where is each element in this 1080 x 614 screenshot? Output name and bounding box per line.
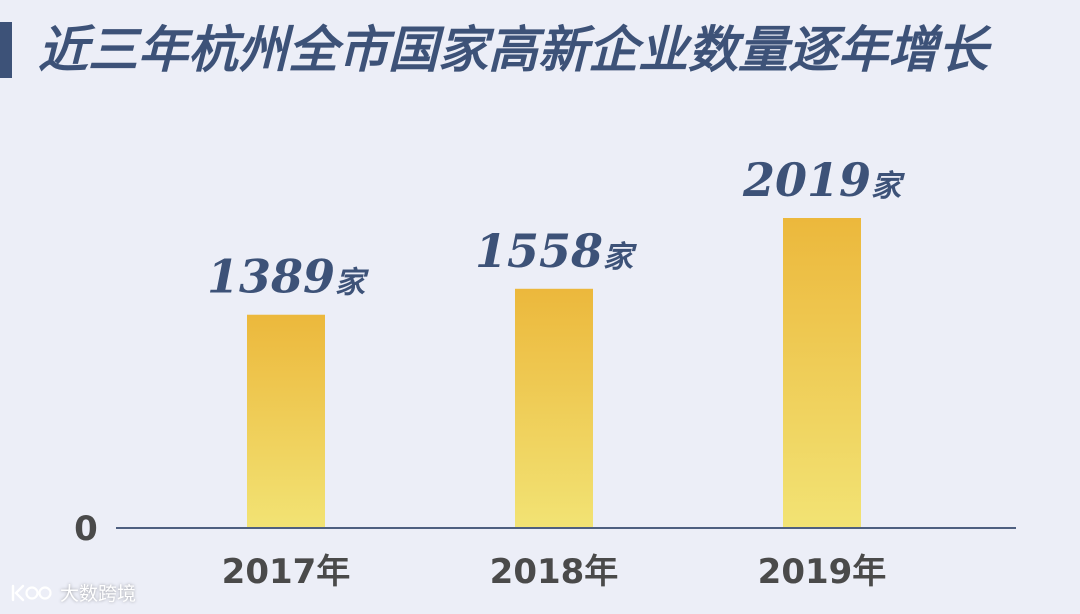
value-label-unit: 家 bbox=[335, 266, 369, 301]
y-tick-label-zero: 0 bbox=[74, 509, 98, 549]
value-label-1: 1558家 bbox=[475, 224, 637, 278]
watermark: 大数跨境 bbox=[10, 579, 136, 606]
x-tick-label-2: 2019年 bbox=[758, 552, 887, 592]
title-accent-bar bbox=[0, 22, 12, 78]
bar-2 bbox=[783, 218, 861, 528]
value-label-unit: 家 bbox=[871, 169, 905, 204]
value-label-0: 1389家 bbox=[207, 250, 369, 304]
watermark-text: 大数跨境 bbox=[60, 583, 137, 605]
value-label-number: 2019 bbox=[742, 153, 871, 207]
value-label-number: 1558 bbox=[475, 224, 603, 278]
bar-1 bbox=[515, 288, 593, 528]
value-label-number: 1389 bbox=[207, 250, 335, 304]
bars-group bbox=[247, 218, 861, 528]
x-tick-label-1: 2018年 bbox=[490, 552, 619, 592]
x-tick-label-0: 2017年 bbox=[222, 552, 351, 592]
chart-title: 近三年杭州全市国家高新企业数量逐年增长 bbox=[38, 21, 988, 79]
watermark-logo-icon bbox=[11, 584, 52, 601]
bar-0 bbox=[247, 314, 325, 528]
value-label-2: 2019家 bbox=[742, 153, 905, 207]
value-label-unit: 家 bbox=[603, 240, 637, 275]
